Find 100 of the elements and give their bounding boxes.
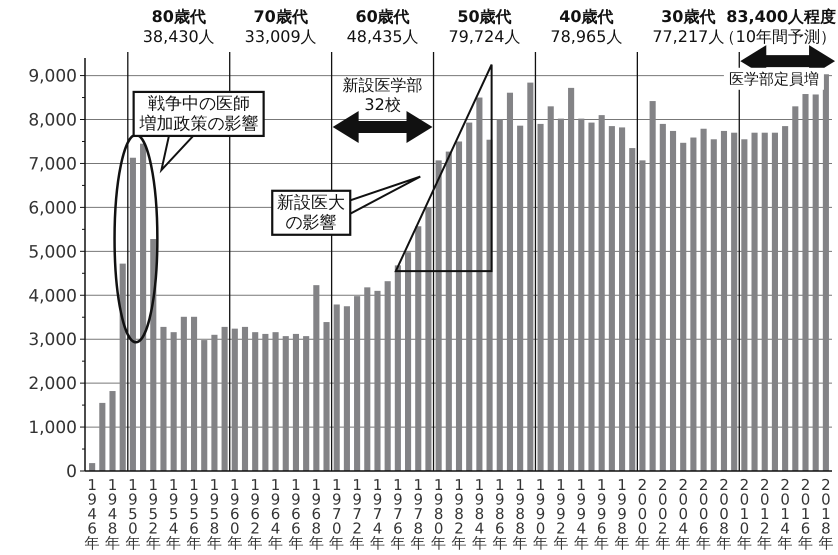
bar xyxy=(670,130,676,471)
annotation: 戦争中の医師増加政策の影響 xyxy=(113,90,265,344)
x-tick-label: 2018年 xyxy=(818,476,834,552)
bar xyxy=(731,132,738,471)
annotation: 32校 xyxy=(332,95,433,143)
x-tick-label: 1954年 xyxy=(166,476,182,552)
bar xyxy=(710,139,717,471)
bar xyxy=(334,304,340,471)
bar xyxy=(344,306,350,471)
bar xyxy=(751,132,758,471)
bar xyxy=(323,322,330,471)
x-tick-label: 1952年 xyxy=(146,476,161,552)
bar xyxy=(211,334,218,471)
bar xyxy=(496,120,503,471)
x-tick-label: 2010年 xyxy=(736,476,752,552)
bar xyxy=(374,290,381,471)
bar xyxy=(89,463,96,471)
x-tick-label: 1982年 xyxy=(452,476,467,552)
x-tick-label: 1996年 xyxy=(594,476,610,552)
bar xyxy=(313,285,320,471)
bar xyxy=(720,130,728,471)
bar xyxy=(170,332,177,471)
x-tick-label: 1958年 xyxy=(206,476,222,552)
x-tick-label: 2002年 xyxy=(655,476,670,552)
annotation: 77,217人 xyxy=(652,27,724,46)
annotation: 戦争中の医師増加政策の影響 xyxy=(138,94,259,134)
y-tick-label: 1,000 xyxy=(28,418,77,438)
bar xyxy=(303,336,310,471)
bar xyxy=(282,336,289,471)
annotation: 新設医大の影響 xyxy=(277,192,346,233)
bar xyxy=(364,287,370,471)
x-tick-label: 1948年 xyxy=(105,476,120,552)
x-tick-label: 1998年 xyxy=(614,476,630,552)
bar xyxy=(660,124,666,471)
bar xyxy=(456,141,462,471)
bar xyxy=(384,281,391,471)
bar xyxy=(619,127,626,471)
bar xyxy=(436,160,442,471)
annotation: 70歳代 xyxy=(254,7,308,26)
y-tick-label: 0 xyxy=(66,462,77,482)
bar xyxy=(160,326,167,471)
bar xyxy=(517,126,524,471)
x-tick-label: 1994年 xyxy=(574,476,589,552)
x-tick-label: 1970年 xyxy=(329,476,344,552)
bar xyxy=(130,158,136,471)
bar xyxy=(415,226,422,471)
bar xyxy=(639,160,646,471)
bar xyxy=(558,118,564,471)
y-tick-label: 6,000 xyxy=(28,198,77,218)
annotation: 80歳代 xyxy=(152,7,206,26)
bar xyxy=(588,122,595,471)
annotation: 33,009人 xyxy=(244,27,317,46)
x-tick-label: 1974年 xyxy=(370,476,385,552)
annotation: 医学部定員増 xyxy=(724,45,836,90)
bar xyxy=(598,115,605,471)
bar xyxy=(578,118,584,471)
bar xyxy=(680,142,686,471)
x-tick-label: 2004年 xyxy=(676,476,691,552)
bar xyxy=(109,391,116,471)
bar xyxy=(548,106,554,471)
y-tick-label: 9,000 xyxy=(28,66,77,87)
bar xyxy=(425,207,432,471)
bar xyxy=(772,132,778,471)
bar xyxy=(272,332,279,471)
bar xyxy=(394,265,401,471)
x-tick-label: 1960年 xyxy=(227,476,242,552)
x-tick-label: 1946年 xyxy=(84,476,100,552)
bar xyxy=(762,132,768,471)
x-tick-label: 2008年 xyxy=(716,476,732,552)
bar xyxy=(650,101,656,471)
annotation: 79,724人 xyxy=(448,27,520,46)
bar xyxy=(354,296,360,471)
x-tick-label: 1976年 xyxy=(390,476,406,552)
bar xyxy=(506,92,514,471)
x-tick-label: 1978年 xyxy=(410,476,426,552)
bar xyxy=(466,122,472,471)
bar xyxy=(150,239,156,471)
x-tick-label: 1950年 xyxy=(125,476,140,552)
x-tick-label: 1986年 xyxy=(492,476,508,552)
bar xyxy=(812,94,819,471)
annotation: 48,435人 xyxy=(346,27,419,46)
x-tick-label: 2000年 xyxy=(634,476,650,552)
bar xyxy=(792,106,798,471)
bar xyxy=(802,94,809,471)
annotation: 83,400人程度 xyxy=(726,7,836,26)
x-tick-label: 2016年 xyxy=(798,476,814,552)
bar xyxy=(120,264,126,471)
annotation: 30歳代 xyxy=(661,7,716,26)
bar xyxy=(782,126,788,471)
x-tick-label: 1956年 xyxy=(186,476,202,552)
bar xyxy=(527,82,534,471)
x-tick-label: 2014年 xyxy=(778,476,793,552)
x-tick-label: 1964年 xyxy=(268,476,284,552)
x-tick-label: 1968年 xyxy=(308,476,324,552)
bar xyxy=(140,144,146,471)
bar xyxy=(252,332,258,471)
x-tick-label: 2012年 xyxy=(757,476,772,552)
x-tick-label: 1984年 xyxy=(472,476,487,552)
bar xyxy=(476,98,482,471)
bar xyxy=(537,124,544,471)
